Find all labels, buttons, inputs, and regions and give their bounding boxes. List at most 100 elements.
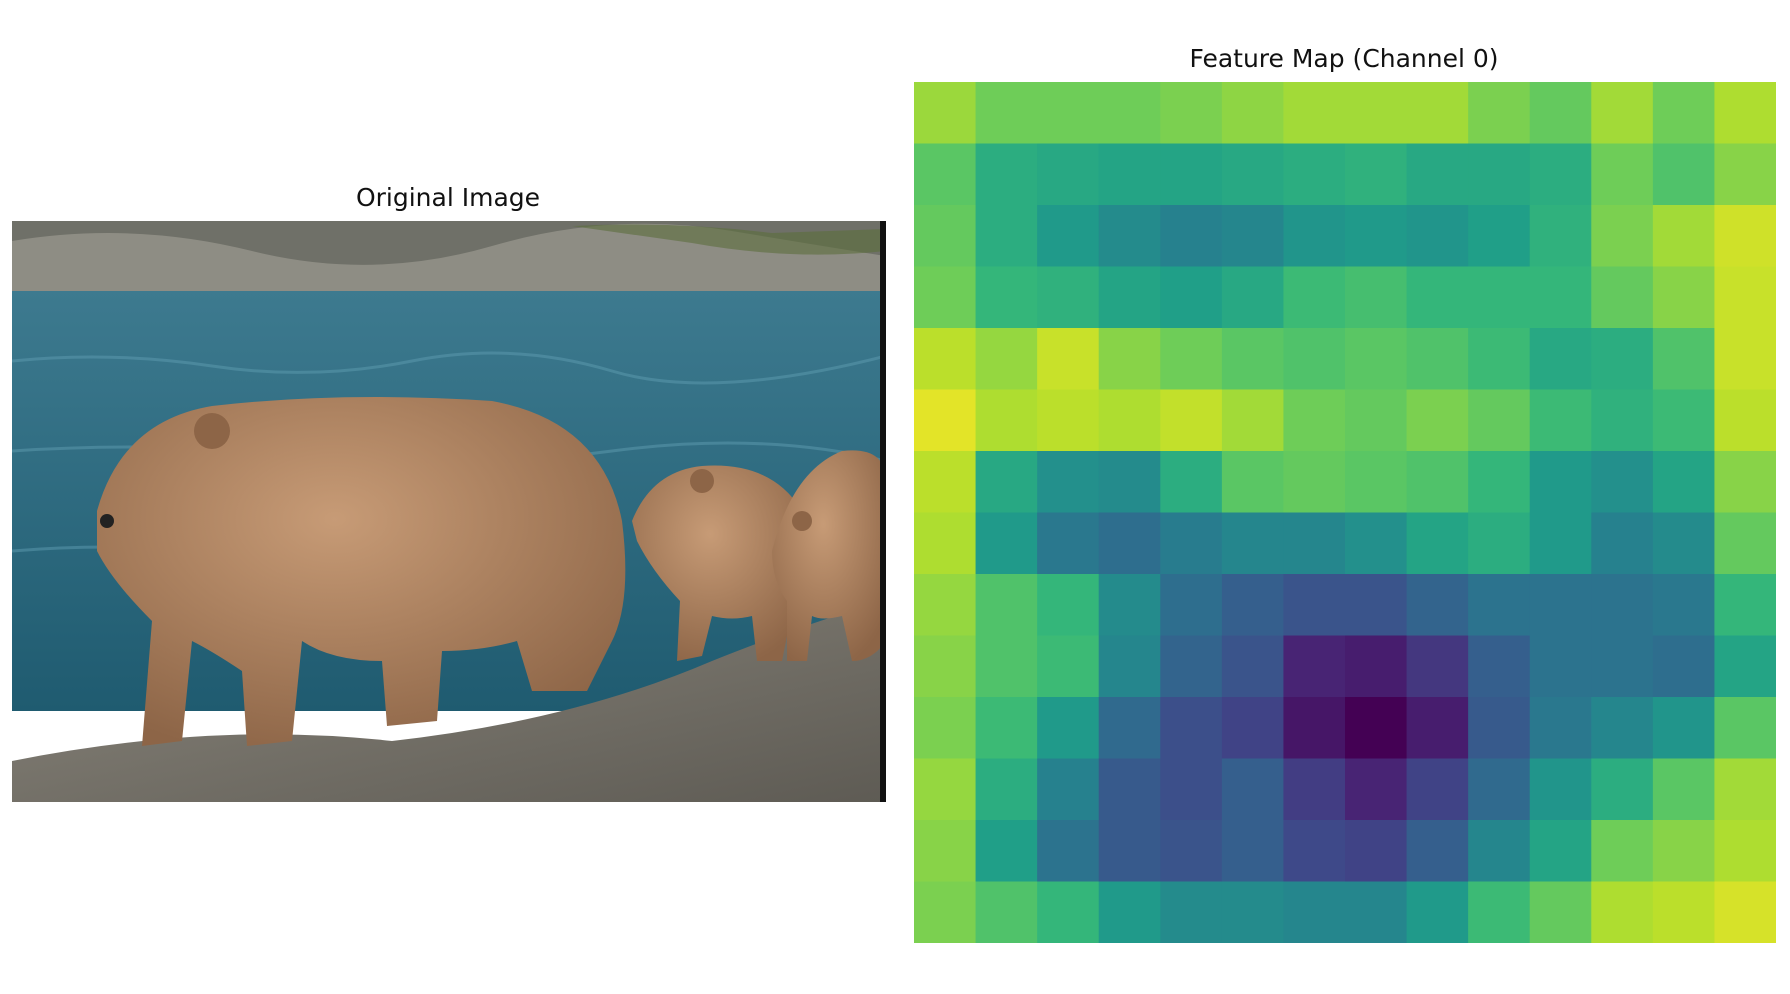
heatmap-cell: [1468, 512, 1531, 575]
heatmap-cell: [975, 143, 1038, 206]
heatmap-cell: [914, 205, 977, 268]
right-panel-title: Feature Map (Channel 0): [1189, 44, 1499, 73]
heatmap-cell: [1098, 82, 1161, 145]
heatmap-cell: [1345, 143, 1408, 206]
heatmap-cell: [1221, 512, 1285, 575]
heatmap-cell: [1406, 820, 1469, 883]
heatmap-cell: [1529, 82, 1592, 145]
heatmap-cell: [1468, 143, 1531, 206]
heatmap-cell: [1529, 451, 1592, 514]
heatmap-cell: [975, 328, 1038, 391]
heatmap-cell: [1714, 574, 1776, 637]
heatmap-cell: [1591, 205, 1654, 268]
heatmap-cell: [1529, 635, 1592, 698]
heatmap-cell: [1037, 451, 1100, 514]
heatmap-cell: [1529, 820, 1592, 883]
heatmap-cell: [1098, 451, 1161, 514]
heatmap-cell: [1468, 451, 1531, 514]
heatmap-cell: [1221, 697, 1285, 760]
heatmap-cell: [1037, 389, 1100, 452]
heatmap-cell: [1345, 328, 1408, 391]
heatmap-cell: [1529, 389, 1592, 452]
heatmap-cell: [914, 635, 977, 698]
foreground-rock: [12, 601, 886, 802]
left-panel-title: Original Image: [355, 183, 541, 212]
heatmap-cell: [1406, 512, 1469, 575]
heatmap-cell: [1160, 266, 1223, 329]
heatmap-cell: [1468, 635, 1531, 698]
heatmap-cell: [1037, 697, 1100, 760]
heatmap-cell: [1221, 635, 1285, 698]
heatmap-cell: [1468, 758, 1531, 821]
heatmap-cell: [1529, 328, 1592, 391]
heatmap-cell: [1714, 266, 1776, 329]
heatmap-cell: [1037, 574, 1100, 637]
heatmap-cell: [1591, 82, 1654, 145]
heatmap-cell: [914, 389, 977, 452]
heatmap-cell: [975, 635, 1038, 698]
heatmap-cell: [1714, 82, 1776, 145]
heatmap-cell: [1591, 143, 1654, 206]
heatmap-cell: [1098, 328, 1161, 391]
heatmap-cell: [1221, 881, 1285, 943]
heatmap-cell: [914, 881, 977, 943]
original-image: [12, 221, 886, 802]
heatmap-cell: [1160, 635, 1223, 698]
heatmap-cell: [1283, 820, 1346, 883]
heatmap-cell: [1652, 881, 1716, 943]
cub-right: [772, 450, 886, 661]
mother-bear: [97, 397, 626, 746]
heatmap-cell: [1098, 512, 1161, 575]
heatmap-cell: [1591, 758, 1654, 821]
heatmap-cell: [1714, 635, 1776, 698]
heatmap-cell: [1714, 389, 1776, 452]
heatmap-cell: [1283, 143, 1346, 206]
heatmap-cell: [1160, 82, 1223, 145]
heatmap-cell: [1406, 758, 1469, 821]
heatmap-cell: [1652, 512, 1716, 575]
heatmap-cell: [914, 328, 977, 391]
heatmap-cell: [1652, 820, 1716, 883]
cub-left: [632, 465, 806, 661]
heatmap-cell: [1406, 266, 1469, 329]
heatmap-cell: [1098, 389, 1161, 452]
heatmap-cell: [1714, 881, 1776, 943]
heatmap-cell: [1098, 635, 1161, 698]
heatmap-cell: [1591, 389, 1654, 452]
heatmap-cell: [1652, 451, 1716, 514]
heatmap-cell: [1406, 328, 1469, 391]
heatmap-cell: [1160, 820, 1223, 883]
heatmap-cell: [1037, 328, 1100, 391]
heatmap-cell: [1652, 389, 1716, 452]
heatmap-cell: [1037, 266, 1100, 329]
heatmap-cell: [1652, 574, 1716, 637]
heatmap-cell: [1283, 82, 1346, 145]
heatmap-cell: [1345, 512, 1408, 575]
heatmap-cell: [1037, 881, 1100, 943]
heatmap-cell: [1160, 574, 1223, 637]
heatmap-cell: [1283, 328, 1346, 391]
heatmap-cell: [914, 512, 977, 575]
heatmap-cell: [1529, 143, 1592, 206]
heatmap-cell: [1406, 143, 1469, 206]
heatmap-cell: [1283, 635, 1346, 698]
image-right-border: [880, 221, 886, 802]
heatmap-cell: [1591, 512, 1654, 575]
heatmap-cell: [1345, 451, 1408, 514]
heatmap-cell: [1529, 574, 1592, 637]
heatmap-cell: [1345, 82, 1408, 145]
heatmap-cell: [1652, 82, 1716, 145]
heatmap-cell: [1098, 574, 1161, 637]
heatmap-cell: [975, 758, 1038, 821]
heatmap-cell: [1283, 574, 1346, 637]
heatmap-cell: [1283, 697, 1346, 760]
heatmap-cell: [1221, 82, 1285, 145]
heatmap-cell: [1652, 758, 1716, 821]
heatmap-cell: [1221, 758, 1285, 821]
heatmap-cell: [1160, 328, 1223, 391]
heatmap-cell: [1345, 574, 1408, 637]
heatmap-cell: [1037, 635, 1100, 698]
heatmap-cell: [975, 697, 1038, 760]
heatmap-cell: [1037, 205, 1100, 268]
heatmap-cell: [1529, 266, 1592, 329]
